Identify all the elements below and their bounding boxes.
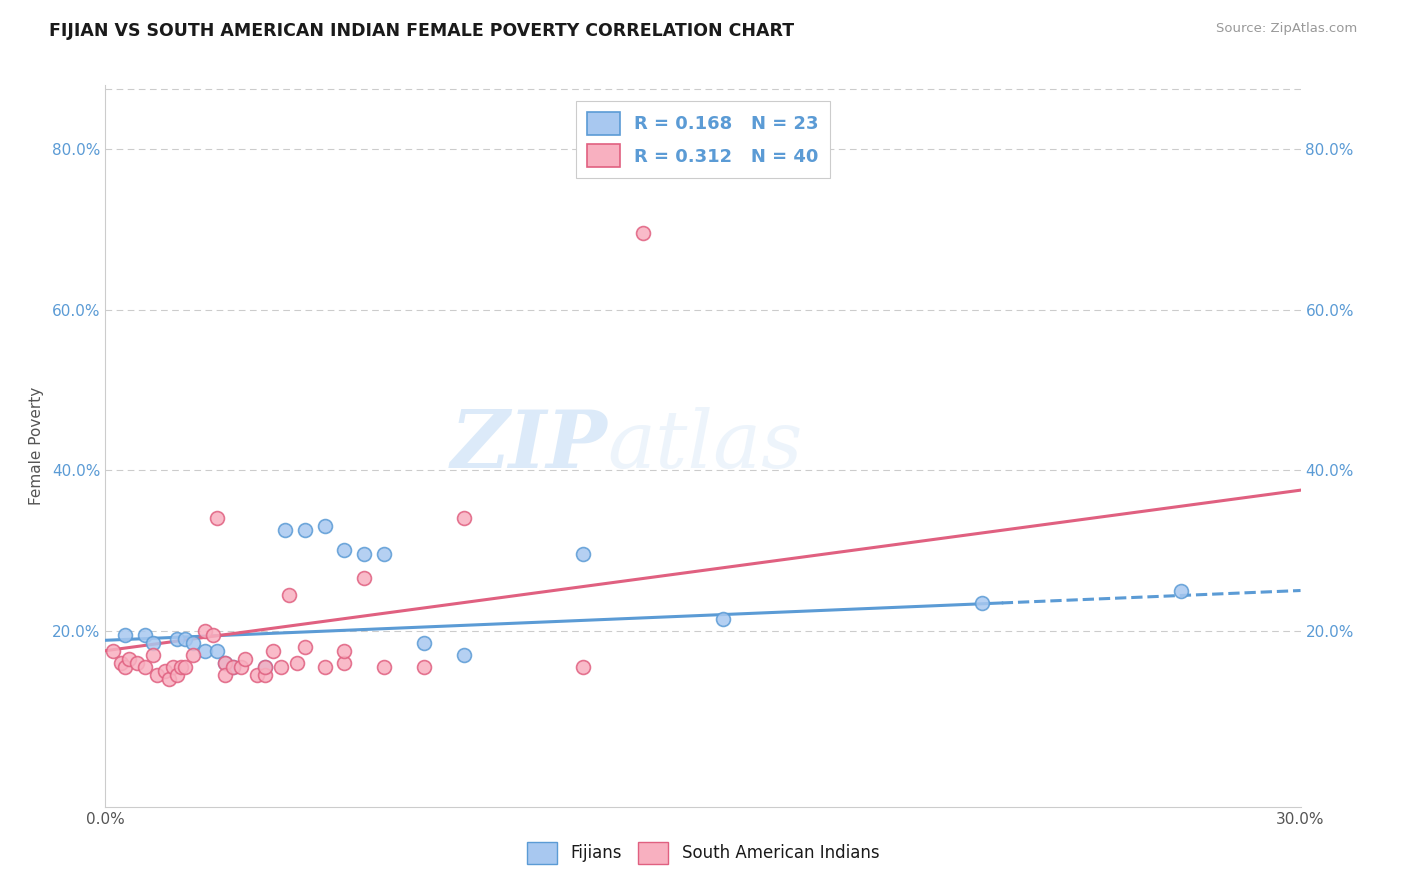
Point (253, 660, 276, 674)
Point (333, 644, 356, 658)
Point (373, 547, 395, 562)
Point (229, 660, 252, 674)
Point (333, 656, 356, 670)
Point (253, 660, 276, 674)
Point (572, 547, 595, 562)
Point (1170, 583, 1192, 598)
Point (246, 667, 269, 681)
Point (174, 660, 197, 674)
Point (118, 651, 141, 665)
Point (294, 640, 316, 654)
Point (233, 651, 256, 665)
Text: Source: ZipAtlas.com: Source: ZipAtlas.com (1216, 22, 1357, 36)
Point (353, 547, 375, 562)
Point (270, 660, 292, 674)
Point (134, 660, 156, 674)
Point (633, 227, 655, 241)
Point (174, 632, 197, 646)
Point (285, 656, 308, 670)
Point (353, 571, 375, 585)
Point (170, 660, 193, 674)
Point (166, 632, 188, 646)
Point (157, 672, 180, 686)
Point (114, 660, 136, 674)
Point (127, 656, 149, 670)
Point (194, 644, 217, 658)
Point (153, 664, 177, 678)
Point (253, 667, 276, 681)
Point (110, 656, 132, 670)
Point (453, 511, 475, 525)
Point (205, 644, 228, 658)
Point (181, 648, 204, 662)
Point (202, 628, 225, 642)
Point (413, 660, 436, 674)
Point (214, 656, 236, 670)
Point (134, 628, 156, 642)
Point (314, 660, 336, 674)
Point (194, 624, 217, 638)
Point (103, 644, 125, 658)
Point (294, 523, 316, 537)
Point (970, 596, 993, 610)
Point (222, 660, 245, 674)
Point (146, 667, 169, 681)
Point (214, 656, 236, 670)
Legend: Fijians, South American Indians: Fijians, South American Indians (520, 836, 886, 871)
Point (114, 628, 136, 642)
Point (413, 635, 436, 649)
Point (262, 644, 284, 658)
Point (142, 635, 165, 649)
Point (222, 660, 245, 674)
Legend: R = 0.168   N = 23, R = 0.312   N = 40: R = 0.168 N = 23, R = 0.312 N = 40 (576, 101, 830, 178)
Point (333, 543, 356, 558)
Point (373, 660, 395, 674)
Point (314, 519, 336, 533)
Point (453, 648, 475, 662)
Point (273, 523, 295, 537)
Point (142, 648, 165, 662)
Point (166, 667, 188, 681)
Point (205, 511, 228, 525)
Point (572, 660, 595, 674)
Point (711, 612, 734, 626)
Point (181, 635, 204, 649)
Text: atlas: atlas (607, 408, 803, 484)
Y-axis label: Female Poverty: Female Poverty (28, 387, 44, 505)
Point (214, 667, 236, 681)
Point (277, 588, 299, 602)
Text: FIJIAN VS SOUTH AMERICAN INDIAN FEMALE POVERTY CORRELATION CHART: FIJIAN VS SOUTH AMERICAN INDIAN FEMALE P… (49, 22, 794, 40)
Point (162, 660, 184, 674)
Text: ZIP: ZIP (450, 408, 607, 484)
